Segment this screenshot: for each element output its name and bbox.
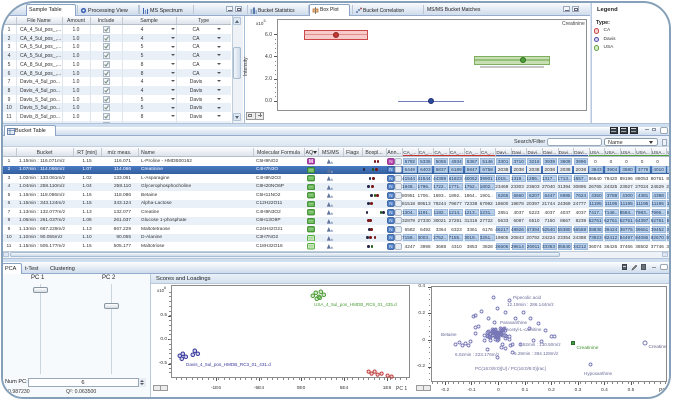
svg-text:M: M — [308, 159, 312, 165]
svg-text:N: N — [389, 227, 392, 232]
svg-text:N: N — [389, 167, 392, 172]
svg-text:N: N — [389, 193, 392, 198]
svg-text:N: N — [389, 210, 392, 215]
svg-text:N: N — [389, 244, 392, 249]
svg-text:N: N — [389, 184, 392, 189]
svg-text:N: N — [389, 176, 392, 181]
svg-text:N: N — [389, 159, 392, 164]
svg-text:N: N — [389, 201, 392, 206]
svg-text:N: N — [389, 235, 392, 240]
svg-text:N: N — [389, 218, 392, 223]
